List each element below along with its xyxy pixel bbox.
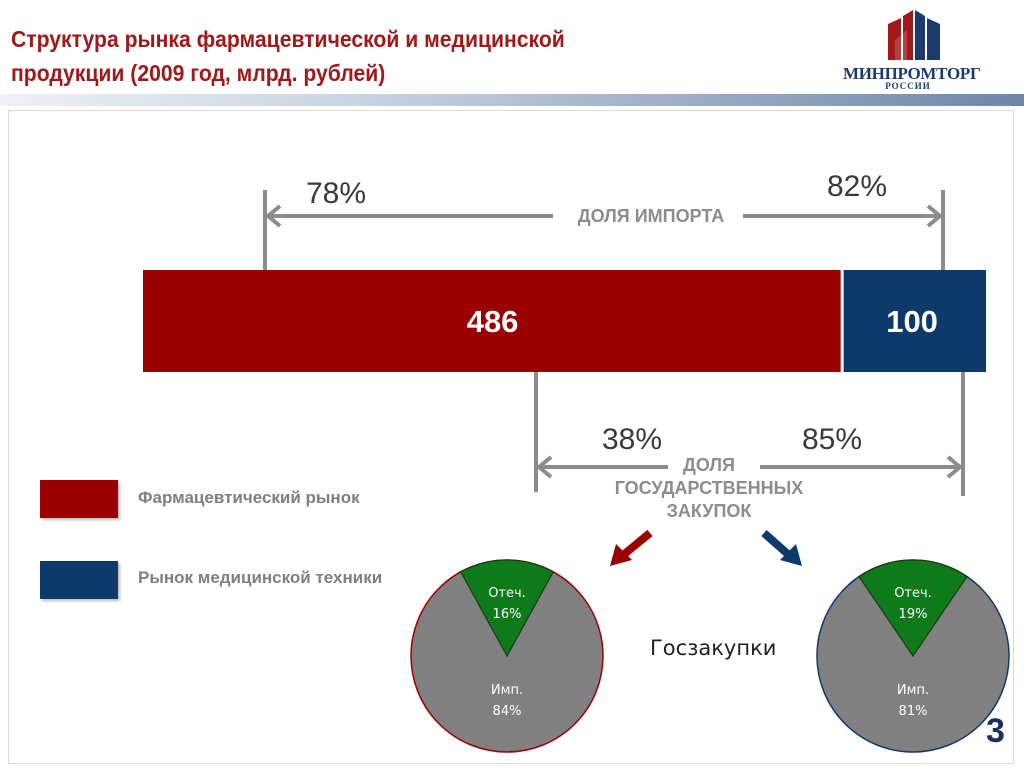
- header-band: [0, 94, 1024, 106]
- import-share-medtech: 82%: [827, 170, 887, 203]
- gos-procurement-label: Госзакупки: [650, 636, 777, 660]
- import-arrowhead-right: [926, 204, 944, 228]
- bar-label-medtech: 100: [886, 304, 938, 339]
- pie-medtech-label-domestic: Отеч.: [894, 586, 932, 601]
- pie-medtech-value-import: 81%: [899, 704, 928, 719]
- gov-share-medtech: 85%: [802, 423, 862, 456]
- arrow-down-right-icon: [761, 530, 802, 566]
- title-line-2: продукции (2009 год, млрд. рублей): [11, 60, 386, 86]
- import-share-bracket: ДОЛЯ ИМПОРТА 78% 82%: [263, 170, 945, 270]
- gov-arrowhead-right: [946, 455, 964, 479]
- pie-medtech-slice-domestic: [858, 559, 968, 658]
- legend-label-pharma: Фармацевтический рынок: [138, 488, 360, 507]
- stacked-bar: 486 100: [143, 270, 986, 372]
- gov-share-label-line-1: ДОЛЯ: [683, 455, 735, 475]
- pie-pharma-slice-domestic: [459, 559, 555, 658]
- pie-pharma-label-import: Имп.: [491, 683, 523, 698]
- logo-text: МИНПРОМТОРГ: [843, 64, 981, 83]
- gov-procurement-bracket: ДОЛЯ ГОСУДАРСТВЕННЫХ ЗАКУПОК 38% 85%: [534, 372, 965, 521]
- legend-swatch-medtech: [40, 561, 118, 599]
- legend-swatch-pharma: [40, 480, 118, 518]
- logo-emblem-icon: [888, 10, 940, 60]
- pie-chart-medtech: Отеч. 19% Имп. 81%: [816, 559, 1010, 753]
- minpromtorg-logo: МИНПРОМТОРГ РОССИИ: [843, 10, 981, 92]
- logo-subtext: РОССИИ: [885, 81, 931, 91]
- legend-label-medtech: Рынок медицинской техники: [138, 568, 383, 587]
- arrow-down-left-icon: [610, 529, 653, 566]
- gov-share-pharma: 38%: [602, 423, 662, 456]
- bar-label-pharma: 486: [467, 304, 519, 339]
- slide-header: Структура рынка фармацевтической и медиц…: [0, 0, 1024, 96]
- gov-arrowhead-left: [535, 455, 553, 479]
- bar-segment-pharma: [143, 270, 843, 372]
- import-share-label: ДОЛЯ ИМПОРТА: [578, 206, 724, 226]
- page-number: 3: [986, 712, 1005, 750]
- pie-chart-pharma: Отеч. 16% Имп. 84%: [410, 559, 604, 753]
- pie-pharma-value-domestic: 16%: [493, 607, 522, 622]
- pie-medtech-value-domestic: 19%: [899, 607, 928, 622]
- import-share-pharma: 78%: [306, 177, 366, 210]
- pie-pharma-label-domestic: Отеч.: [488, 586, 526, 601]
- import-arrowhead-left: [264, 204, 282, 228]
- slide-title: Структура рынка фармацевтической и медиц…: [11, 22, 655, 90]
- gov-share-label-line-2: ГОСУДАРСТВЕННЫХ: [615, 478, 804, 498]
- pie-medtech-label-import: Имп.: [897, 683, 929, 698]
- pie-pharma-value-import: 84%: [493, 704, 522, 719]
- bar-segment-medtech: [842, 270, 986, 372]
- gov-share-label-line-3: ЗАКУПОК: [667, 501, 753, 521]
- title-line-1: Структура рынка фармацевтической и медиц…: [11, 26, 565, 52]
